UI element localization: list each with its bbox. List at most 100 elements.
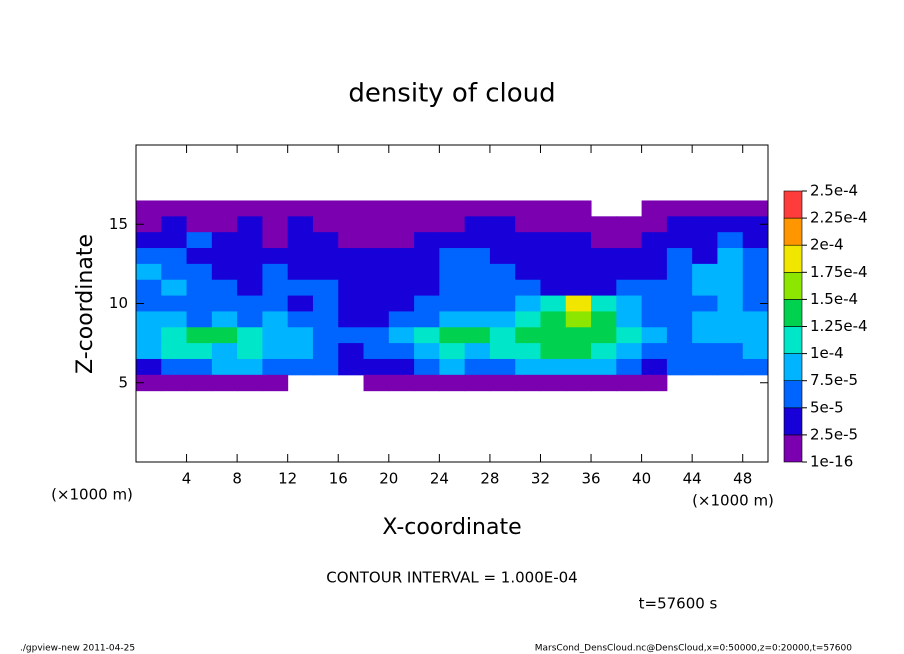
cell xyxy=(237,311,263,328)
cell xyxy=(464,343,491,360)
cell xyxy=(186,327,213,344)
cell xyxy=(287,327,314,344)
cell xyxy=(237,374,263,392)
colorbar-label: 2e-4 xyxy=(810,236,844,254)
colorbar-label: 2.5e-5 xyxy=(810,425,858,443)
cell xyxy=(616,327,643,344)
cell xyxy=(489,358,516,376)
cell xyxy=(616,374,643,392)
cell xyxy=(262,295,289,312)
time-label: t=57600 s xyxy=(639,595,718,613)
colorbar-box xyxy=(783,244,803,273)
colorbar-box xyxy=(783,326,803,354)
cell xyxy=(616,295,643,312)
colorbar-box xyxy=(783,190,803,219)
cell xyxy=(641,200,668,217)
cell xyxy=(136,311,162,328)
cell xyxy=(464,200,491,217)
cell xyxy=(591,327,617,344)
cell xyxy=(439,343,466,360)
cell xyxy=(439,279,466,297)
colorbar-box xyxy=(783,217,803,246)
colorbar-box xyxy=(783,271,803,300)
cell xyxy=(388,232,415,249)
cell xyxy=(312,216,339,233)
cell xyxy=(388,374,415,392)
cell xyxy=(363,279,390,297)
cell xyxy=(515,232,541,249)
cell xyxy=(136,248,162,265)
cell xyxy=(565,374,592,392)
cell xyxy=(363,358,390,376)
cell xyxy=(540,200,567,217)
cell xyxy=(641,374,668,392)
cell xyxy=(237,248,263,265)
cell xyxy=(363,263,390,281)
cell xyxy=(692,216,718,233)
cell xyxy=(439,311,466,328)
x-tick-label: 4 xyxy=(182,470,192,488)
cell xyxy=(287,343,314,360)
cell xyxy=(666,232,693,249)
x-tick-label: 16 xyxy=(329,470,348,488)
cell xyxy=(666,358,693,376)
cell xyxy=(237,232,263,249)
cell xyxy=(161,200,188,217)
cell xyxy=(717,327,744,344)
cell xyxy=(186,232,213,249)
x-tick-label: 32 xyxy=(531,470,550,488)
cell xyxy=(237,200,263,217)
cell xyxy=(565,200,592,217)
cell xyxy=(742,216,769,233)
cell xyxy=(211,263,238,281)
cell xyxy=(312,279,339,297)
cell xyxy=(338,343,365,360)
cell xyxy=(338,263,365,281)
cell xyxy=(161,216,188,233)
cell xyxy=(641,311,668,328)
cell xyxy=(211,374,238,392)
footer-right: MarsCond_DensCloud.nc@DensCloud,x=0:5000… xyxy=(535,644,852,654)
cell xyxy=(666,295,693,312)
y-tick-label: 10 xyxy=(109,294,128,312)
cell xyxy=(211,279,238,297)
cell xyxy=(287,295,314,312)
cell xyxy=(439,327,466,344)
cell xyxy=(666,327,693,344)
cell xyxy=(414,248,440,265)
cell xyxy=(388,311,415,328)
cell xyxy=(287,358,314,376)
x-tick-label: 12 xyxy=(278,470,297,488)
cell xyxy=(692,358,718,376)
cell xyxy=(565,263,592,281)
cell xyxy=(565,248,592,265)
cell xyxy=(414,374,440,392)
cell xyxy=(136,374,162,392)
cell xyxy=(388,248,415,265)
cell xyxy=(186,358,213,376)
cell xyxy=(591,343,617,360)
cell xyxy=(742,232,769,249)
cell xyxy=(692,327,718,344)
cell xyxy=(312,200,339,217)
cell xyxy=(388,200,415,217)
cell xyxy=(591,248,617,265)
cell xyxy=(540,248,567,265)
cell xyxy=(136,358,162,376)
cell xyxy=(312,327,339,344)
cell xyxy=(464,248,491,265)
cell xyxy=(388,327,415,344)
cell xyxy=(186,200,213,217)
cell xyxy=(540,263,567,281)
colorbar-box xyxy=(783,407,803,436)
cell xyxy=(186,374,213,392)
cell xyxy=(414,216,440,233)
cell xyxy=(136,295,162,312)
cell xyxy=(489,200,516,217)
cell xyxy=(388,295,415,312)
cell xyxy=(338,248,365,265)
cell xyxy=(717,311,744,328)
cell xyxy=(591,279,617,297)
chart-title: density of cloud xyxy=(348,79,555,109)
cell xyxy=(717,358,744,376)
